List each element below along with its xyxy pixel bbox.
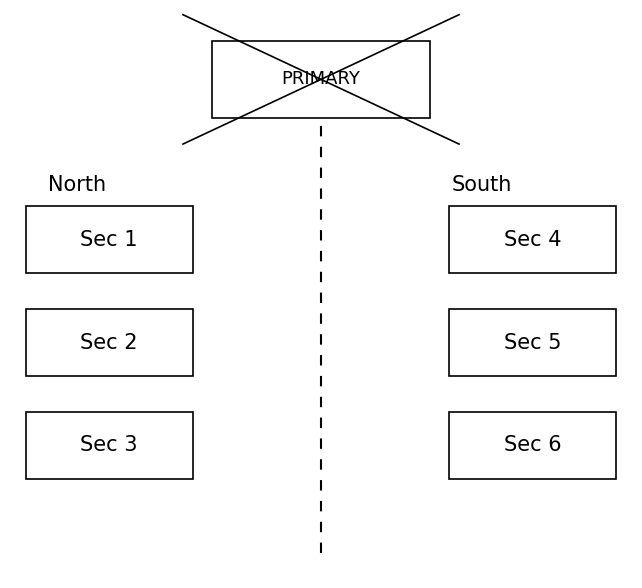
FancyBboxPatch shape <box>449 309 616 376</box>
Text: North: North <box>48 175 106 195</box>
FancyBboxPatch shape <box>26 309 193 376</box>
FancyBboxPatch shape <box>449 206 616 273</box>
Text: Sec 3: Sec 3 <box>80 435 138 456</box>
FancyBboxPatch shape <box>26 206 193 273</box>
Text: PRIMARY: PRIMARY <box>282 71 360 88</box>
FancyBboxPatch shape <box>26 412 193 479</box>
Text: South: South <box>451 175 512 195</box>
Text: Sec 5: Sec 5 <box>504 332 562 353</box>
FancyBboxPatch shape <box>212 41 430 118</box>
FancyBboxPatch shape <box>449 412 616 479</box>
Text: Sec 1: Sec 1 <box>80 229 138 250</box>
Text: Sec 6: Sec 6 <box>504 435 562 456</box>
Text: Sec 4: Sec 4 <box>504 229 562 250</box>
Text: Sec 2: Sec 2 <box>80 332 138 353</box>
